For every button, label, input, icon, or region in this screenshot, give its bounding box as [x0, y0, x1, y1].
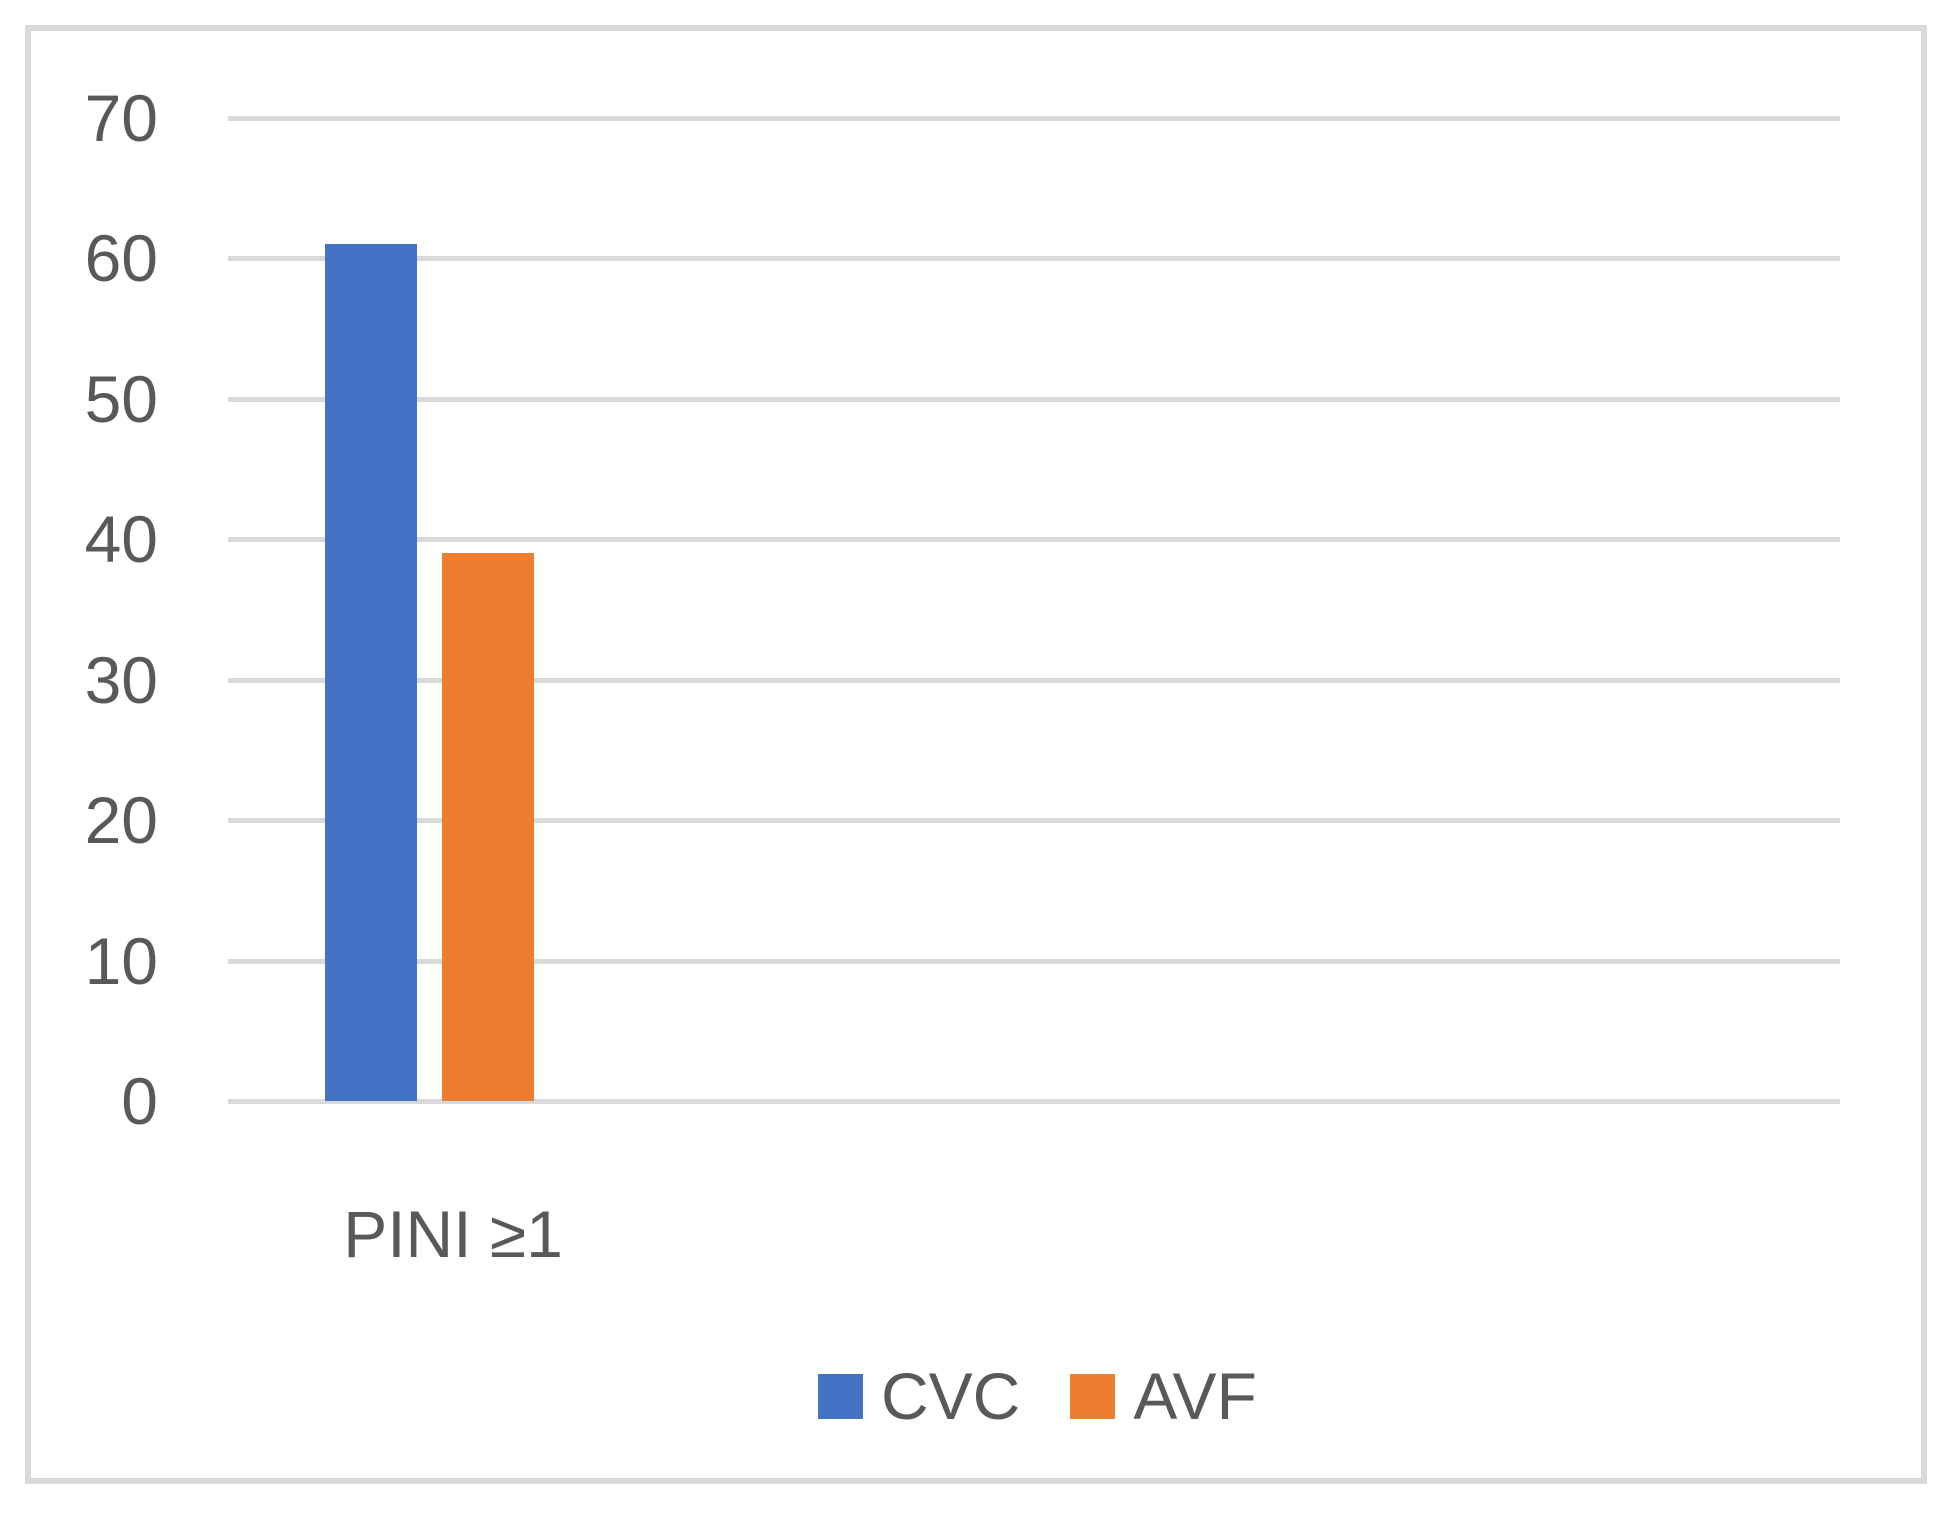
- gridline: [228, 256, 1840, 261]
- gridline: [228, 959, 1840, 964]
- chart-frame: 0 10 20 30 40 50 60 70 PINI ≥1 CVC AVF: [25, 25, 1927, 1484]
- legend-item-cvc: CVC: [818, 1363, 1020, 1429]
- bar-cvc: [325, 244, 417, 1101]
- gridline: [228, 537, 1840, 542]
- legend-swatch-avf: [1070, 1373, 1116, 1419]
- y-tick-label: 50: [84, 362, 158, 436]
- legend-label-avf: AVF: [1133, 1359, 1257, 1433]
- x-axis-category-label: PINI ≥1: [343, 1197, 563, 1271]
- legend-label-cvc: CVC: [881, 1359, 1021, 1433]
- y-tick-label: 0: [121, 1064, 158, 1138]
- y-tick-label: 20: [84, 783, 158, 857]
- y-tick-label: 70: [84, 81, 158, 155]
- gridline: [228, 116, 1840, 121]
- y-tick-label: 40: [84, 502, 158, 576]
- gridline: [228, 397, 1840, 402]
- y-tick-label: 30: [84, 643, 158, 717]
- x-axis-line: [228, 1099, 1840, 1104]
- legend-item-avf: AVF: [1070, 1359, 1257, 1433]
- legend: CVC AVF: [818, 1363, 1257, 1429]
- y-tick-label: 10: [84, 924, 158, 998]
- legend-swatch-cvc: [818, 1373, 863, 1419]
- gridline: [228, 678, 1840, 683]
- y-tick-label: 60: [84, 221, 158, 295]
- gridline: [228, 818, 1840, 823]
- bar-avf: [442, 553, 534, 1101]
